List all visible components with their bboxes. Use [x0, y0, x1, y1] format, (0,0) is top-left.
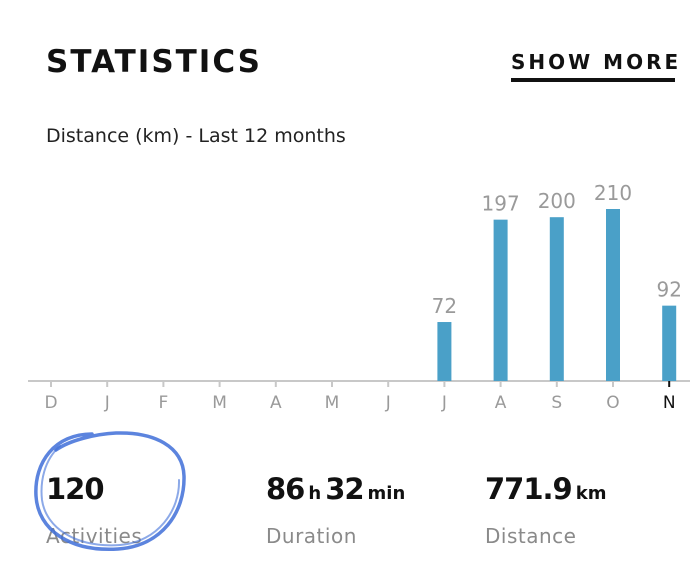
bar[interactable]	[662, 305, 677, 381]
bar-value-label: 210	[594, 181, 632, 205]
activities-value: 120	[46, 472, 105, 506]
x-tick-label[interactable]: A	[495, 393, 507, 413]
show-more-button[interactable]: SHOW MORE	[511, 50, 678, 82]
activities-label: Activities	[46, 524, 143, 548]
x-tick-label[interactable]: M	[212, 393, 227, 413]
bar-value-label: 72	[432, 294, 457, 318]
duration-minutes-unit: min	[367, 483, 406, 504]
stat-duration: 86 h 32 min Duration	[266, 472, 409, 548]
duration-hours: 86	[266, 472, 305, 506]
bar[interactable]	[437, 322, 452, 381]
stat-activities: 120 Activities	[46, 472, 142, 548]
duration-label: Duration	[266, 524, 357, 548]
bar-value-label: 197	[482, 192, 520, 216]
duration-hours-unit: h	[308, 483, 322, 504]
duration-value: 86 h 32 min	[266, 472, 409, 506]
bar[interactable]	[493, 219, 508, 381]
distance-label: Distance	[485, 524, 577, 548]
bar[interactable]	[549, 217, 564, 381]
x-tick-label[interactable]: O	[606, 393, 619, 413]
chart-title: Distance (km) - Last 12 months	[46, 125, 346, 147]
x-tick-label[interactable]: A	[270, 393, 282, 413]
page-title: STATISTICS	[46, 44, 262, 80]
x-tick-label[interactable]: F	[159, 393, 169, 413]
x-tick-label[interactable]: M	[325, 393, 340, 413]
x-tick-label[interactable]: J	[385, 393, 391, 413]
stat-distance: 771.9 km Distance	[485, 472, 610, 548]
distance-number: 771.9	[485, 472, 573, 506]
x-tick-label[interactable]: S	[551, 393, 562, 413]
x-tick-label[interactable]: J	[441, 393, 447, 413]
bar-value-label: 92	[656, 278, 681, 302]
x-tick-label[interactable]: J	[104, 393, 110, 413]
x-tick-label[interactable]: D	[44, 393, 57, 413]
distance-bar-chart: D J F M A M J J 72 A 197 S 200 O 210 N 92	[28, 181, 690, 413]
bar-value-label: 200	[538, 189, 576, 213]
distance-unit: km	[575, 483, 607, 504]
x-tick-label[interactable]: N	[663, 393, 676, 413]
bar[interactable]	[606, 209, 620, 381]
distance-value: 771.9 km	[485, 472, 610, 506]
duration-minutes: 32	[325, 472, 364, 506]
